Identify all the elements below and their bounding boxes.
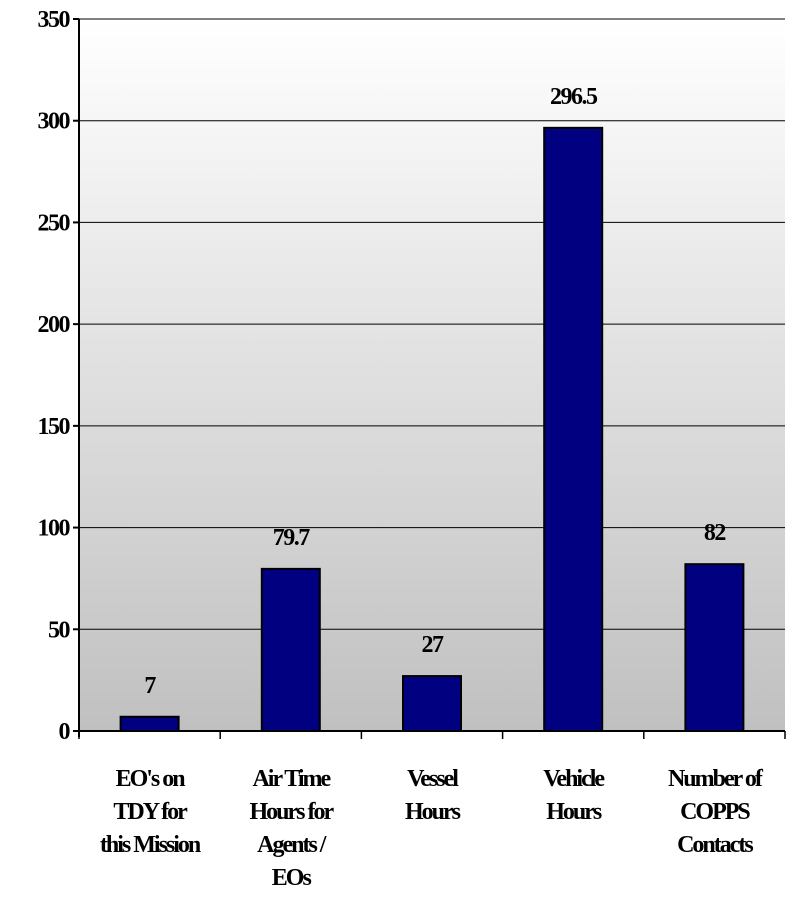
data-label-0: 7 xyxy=(144,673,156,699)
bar-1 xyxy=(260,567,321,732)
x-category-label-0: EO's on TDY for this Mission xyxy=(100,766,201,858)
gridlines xyxy=(79,18,785,630)
y-tick-label-150: 150 xyxy=(38,414,71,440)
x-category-line: Air Time xyxy=(252,766,331,792)
x-category-label-2: Vessel Hours xyxy=(405,766,461,825)
data-label-4: 82 xyxy=(704,520,726,546)
y-tick-label-50: 50 xyxy=(48,617,71,643)
data-label-1: 79.7 xyxy=(273,525,311,551)
axes xyxy=(73,18,786,739)
x-category-labels: EO's on TDY for this Mission Air Time Hours … xyxy=(100,766,766,891)
x-category-line: this Mission xyxy=(100,832,201,858)
data-label-2: 27 xyxy=(422,632,445,658)
x-category-line: Vessel xyxy=(407,766,459,792)
y-tick-label-0: 0 xyxy=(59,719,71,745)
y-tick-labels: 0 50 100 150 200 250 300 350 xyxy=(38,7,73,745)
data-labels: 7 79.7 27 296.5 82 xyxy=(144,84,727,699)
plot-area xyxy=(79,19,785,731)
y-tick-label-250: 250 xyxy=(38,210,71,236)
bar-2 xyxy=(402,675,462,732)
x-category-label-1: Air Time Hours for Agents / EOs xyxy=(249,766,334,891)
y-tick-label-200: 200 xyxy=(38,312,71,338)
x-category-label-3: Vehicle Hours xyxy=(543,766,605,825)
x-category-line: Vehicle xyxy=(543,766,605,792)
data-label-3: 296.5 xyxy=(550,84,598,110)
x-category-line: EO's on xyxy=(116,766,186,792)
x-category-label-4: Number of COPPS Contacts xyxy=(668,766,764,858)
x-category-line: Hours for xyxy=(249,799,334,825)
x-category-line: Number of xyxy=(668,766,764,792)
y-tick-label-100: 100 xyxy=(38,516,71,542)
x-category-line: COPPS xyxy=(680,799,750,825)
x-category-line: EOs xyxy=(272,865,312,891)
x-category-line: Hours xyxy=(405,799,461,825)
x-category-line: Hours xyxy=(546,799,602,825)
x-category-line: Contacts xyxy=(677,832,753,858)
x-category-line: TDY for xyxy=(113,799,188,825)
y-tick-label-300: 300 xyxy=(38,109,71,135)
bar-0 xyxy=(119,715,180,733)
x-category-line: Agents / xyxy=(257,832,327,858)
bar-3 xyxy=(543,126,604,732)
bar-4 xyxy=(684,563,745,733)
y-tick-label-350: 350 xyxy=(38,7,71,33)
